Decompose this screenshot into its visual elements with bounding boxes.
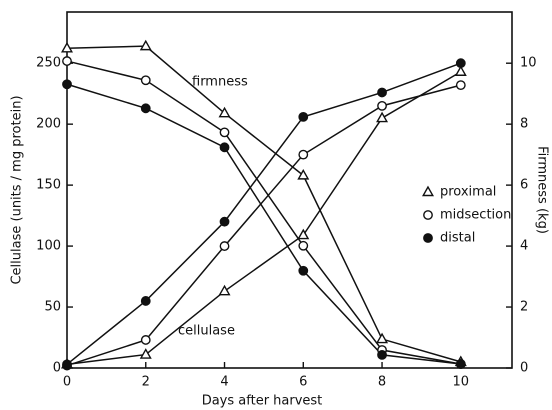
marker [140,296,151,306]
x-tick-label: 10 [453,375,470,390]
marker [377,100,387,111]
marker [140,103,151,114]
marker [377,349,387,360]
marker [297,168,310,180]
marker [455,80,466,91]
marker [377,87,387,98]
marker [61,41,73,53]
annotation: cellulase [178,324,235,339]
marker [298,111,309,122]
x-axis-label: Days after harvest [202,394,323,409]
marker [140,75,151,86]
y2-axis-label: Firmness (kg) [535,146,550,234]
y-tick-label: 100 [36,239,61,254]
x-tick-label: 4 [220,375,228,390]
legend-label: midsection [440,208,511,223]
marker [219,216,230,227]
y-axis-label: Cellulase (units / mg protein) [10,95,25,284]
y-tick-label: 150 [36,178,61,193]
legend-marker [423,233,433,243]
x-tick-label: 8 [378,375,386,390]
marker [298,149,309,160]
marker [455,58,466,69]
marker [219,142,230,153]
legend-marker [423,210,433,220]
y2-tick-label: 4 [520,239,528,254]
marker [62,56,72,66]
marker [376,111,389,123]
y-tick-label: 250 [36,56,61,71]
series-line [66,71,462,366]
marker [219,127,230,138]
y2-tick-label: 6 [520,178,528,193]
series-line [66,83,461,365]
marker [139,39,152,51]
y2-tick-label: 8 [520,117,528,132]
series-line [66,62,462,365]
y-tick-label: 0 [53,361,61,376]
marker [376,332,389,344]
marker [218,106,231,118]
marker [139,348,152,359]
y2-tick-label: 2 [520,300,528,315]
marker [454,65,467,76]
legend-label: proximal [440,185,496,200]
legend-marker [422,185,434,197]
plot-frame [66,11,513,369]
marker [62,359,72,370]
series-line [66,45,462,363]
marker [140,335,151,345]
series-line [66,60,461,365]
x-tick-label: 6 [299,375,307,390]
y2-tick-label: 0 [520,361,528,376]
marker [298,265,309,276]
x-tick-label: 0 [63,375,71,390]
legend-label: distal [440,231,475,246]
marker [62,79,72,90]
y2-tick-label: 10 [520,56,537,71]
marker [455,359,466,369]
y-tick-label: 50 [44,300,61,315]
annotation: firmness [192,75,248,90]
marker [298,240,309,251]
marker [218,284,231,296]
y-tick-label: 200 [36,117,61,132]
marker [219,241,230,251]
series-line [66,84,461,367]
x-tick-label: 2 [142,375,150,390]
marker [297,228,310,240]
